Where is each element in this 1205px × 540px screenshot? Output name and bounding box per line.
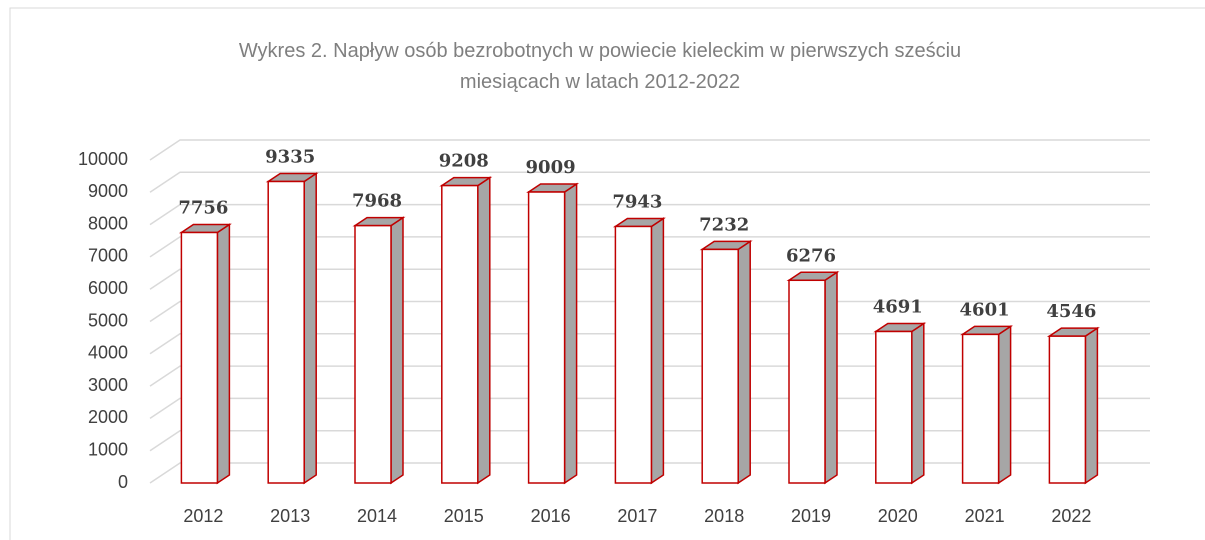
- bar: [960, 324, 1014, 485]
- y-tick-label: 5000: [88, 310, 128, 330]
- grid-line: [149, 139, 1150, 161]
- bar-front: [788, 279, 826, 484]
- grid-line: [149, 236, 1150, 258]
- bar-front: [875, 330, 913, 484]
- x-tick-label: 2020: [878, 506, 918, 526]
- bar-front: [180, 231, 219, 484]
- y-tick-label: 7000: [88, 246, 128, 266]
- bar-front: [961, 333, 1000, 484]
- bar-front: [1048, 335, 1087, 484]
- y-tick-label: 2000: [88, 407, 128, 427]
- bar-front: [614, 225, 653, 484]
- bar-front: [527, 191, 566, 484]
- x-tick-label: 2019: [791, 506, 831, 526]
- y-tick-label: 8000: [88, 213, 128, 233]
- bar: [439, 176, 493, 485]
- x-tick-label: 2015: [444, 506, 484, 526]
- bar-front: [354, 224, 392, 484]
- x-tick-label: 2012: [183, 506, 223, 526]
- value-label: 7943: [612, 191, 662, 212]
- bar: [352, 216, 406, 485]
- value-label: 7968: [352, 191, 402, 212]
- value-label: 9009: [526, 157, 576, 178]
- y-tick-label: 6000: [88, 278, 128, 298]
- bar-side: [737, 240, 751, 485]
- y-tick-label: 1000: [88, 439, 128, 459]
- value-label: 4691: [873, 296, 923, 317]
- value-label: 9208: [439, 151, 489, 172]
- bar: [786, 270, 840, 485]
- x-tick-label: 2017: [617, 506, 657, 526]
- bar: [699, 240, 753, 485]
- bar-side: [303, 172, 317, 485]
- value-label: 9335: [265, 146, 315, 167]
- y-tick-label: 9000: [88, 181, 128, 201]
- bar: [612, 217, 666, 485]
- bar-side: [216, 223, 231, 485]
- chart-border: [9, 7, 1205, 540]
- bar-front: [441, 184, 479, 484]
- chart-title: Wykres 2. Napływ osób bezrobotnych w pow…: [238, 40, 962, 93]
- bar: [178, 223, 232, 485]
- bar-side: [650, 217, 665, 485]
- bar-side: [390, 216, 404, 485]
- grid-line: [149, 203, 1150, 226]
- bar: [1046, 326, 1100, 485]
- x-tick-label: 2014: [357, 506, 397, 526]
- bar-side: [477, 176, 491, 485]
- value-label: 7756: [178, 197, 228, 218]
- bar-side: [911, 322, 925, 485]
- x-tick-label: 2016: [531, 506, 571, 526]
- bar: [526, 182, 580, 485]
- y-tick-label: 4000: [88, 343, 128, 363]
- bar-side: [824, 270, 838, 485]
- x-tick-label: 2022: [1051, 506, 1091, 526]
- x-tick-label: 2018: [704, 506, 744, 526]
- value-label: 4601: [960, 299, 1010, 320]
- value-label: 7232: [699, 214, 749, 235]
- bar-side: [997, 324, 1012, 485]
- bar-side: [1084, 326, 1099, 485]
- bar-front: [701, 248, 739, 484]
- y-tick-label: 10000: [78, 149, 128, 169]
- bar-front: [267, 180, 305, 484]
- y-tick-label: 0: [118, 472, 128, 492]
- value-label: 6276: [786, 245, 836, 266]
- grid-line: [149, 171, 1150, 193]
- x-tick-label: 2021: [965, 506, 1005, 526]
- x-tick-label: 2013: [270, 506, 310, 526]
- bar: [265, 172, 319, 485]
- grid-line: [149, 268, 1150, 290]
- bar-side: [563, 182, 578, 485]
- y-tick-label: 3000: [88, 375, 128, 395]
- value-label: 4546: [1046, 301, 1096, 322]
- bar: [873, 322, 927, 485]
